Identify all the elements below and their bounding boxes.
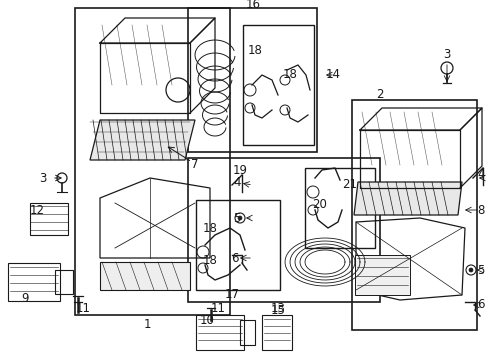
Bar bbox=[243, 25, 313, 145]
Text: 12: 12 bbox=[29, 203, 44, 216]
Bar bbox=[75, 8, 229, 315]
Circle shape bbox=[238, 216, 242, 220]
Text: 13: 13 bbox=[270, 302, 285, 315]
Bar bbox=[8, 263, 60, 301]
Text: 17: 17 bbox=[224, 288, 239, 302]
Bar bbox=[55, 270, 73, 294]
Text: 18: 18 bbox=[282, 68, 297, 81]
Text: 18: 18 bbox=[202, 253, 217, 266]
Text: 10: 10 bbox=[199, 314, 214, 327]
Text: 14: 14 bbox=[325, 68, 340, 81]
Bar bbox=[262, 315, 291, 350]
Polygon shape bbox=[90, 120, 195, 160]
Text: 4: 4 bbox=[233, 176, 240, 189]
Text: 11: 11 bbox=[210, 302, 225, 315]
Text: 5: 5 bbox=[233, 211, 240, 225]
Text: 18: 18 bbox=[247, 44, 262, 57]
Text: 8: 8 bbox=[476, 203, 484, 216]
Text: 3: 3 bbox=[443, 49, 450, 62]
Text: 16: 16 bbox=[245, 0, 260, 12]
Text: 20: 20 bbox=[312, 198, 327, 211]
Bar bbox=[187, 158, 379, 302]
Circle shape bbox=[468, 268, 472, 272]
Bar bbox=[354, 255, 409, 295]
Bar bbox=[305, 168, 374, 248]
Text: 4: 4 bbox=[476, 168, 484, 181]
Text: 6: 6 bbox=[476, 298, 484, 311]
Text: 18: 18 bbox=[202, 221, 217, 234]
Text: 3: 3 bbox=[39, 171, 46, 184]
Bar bbox=[187, 8, 316, 152]
Bar bbox=[30, 203, 68, 235]
Bar bbox=[351, 100, 476, 330]
Text: 5: 5 bbox=[476, 264, 484, 276]
Text: 11: 11 bbox=[75, 302, 90, 315]
Text: 9: 9 bbox=[21, 292, 29, 305]
Text: 2: 2 bbox=[375, 89, 383, 102]
Text: 15: 15 bbox=[270, 303, 285, 316]
Text: 19: 19 bbox=[232, 163, 247, 176]
Text: 1: 1 bbox=[143, 319, 150, 332]
Text: 21: 21 bbox=[342, 179, 357, 192]
Bar bbox=[100, 262, 190, 290]
Text: 6: 6 bbox=[231, 252, 238, 265]
Bar bbox=[240, 320, 254, 345]
Bar bbox=[196, 200, 280, 290]
Text: 7: 7 bbox=[191, 158, 198, 171]
Bar bbox=[196, 315, 244, 350]
Polygon shape bbox=[353, 182, 461, 215]
